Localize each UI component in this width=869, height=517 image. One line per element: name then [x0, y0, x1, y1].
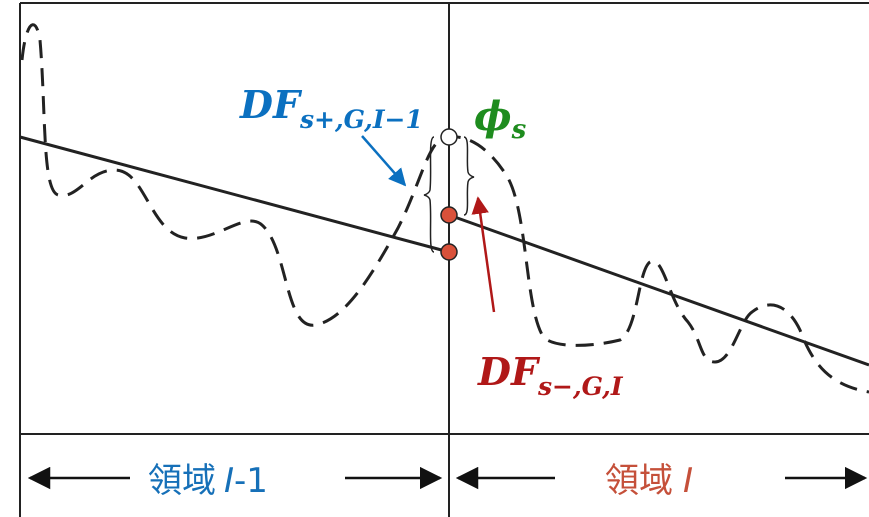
df-plus-label: DFs+,G,I−1	[239, 82, 423, 134]
region-left-label: 領域 I-1	[148, 461, 268, 501]
linear-flux-left	[19, 135, 450, 254]
df-minus-label: DFs−,G,I	[477, 349, 624, 401]
flux-point-right-start	[440, 206, 458, 224]
flux-point-left-end	[440, 243, 458, 261]
linear-flux-right	[448, 213, 869, 367]
flux-point-phi-s	[440, 128, 458, 146]
brace-df-plus	[423, 136, 435, 253]
frame	[19, 2, 869, 517]
region-right-label: 領域 I	[605, 461, 693, 501]
phi-s-label: ϕs	[474, 93, 527, 145]
df-plus-arrow	[361, 135, 407, 187]
df-minus-arrow	[471, 196, 496, 313]
brace-df-minus	[463, 136, 475, 216]
